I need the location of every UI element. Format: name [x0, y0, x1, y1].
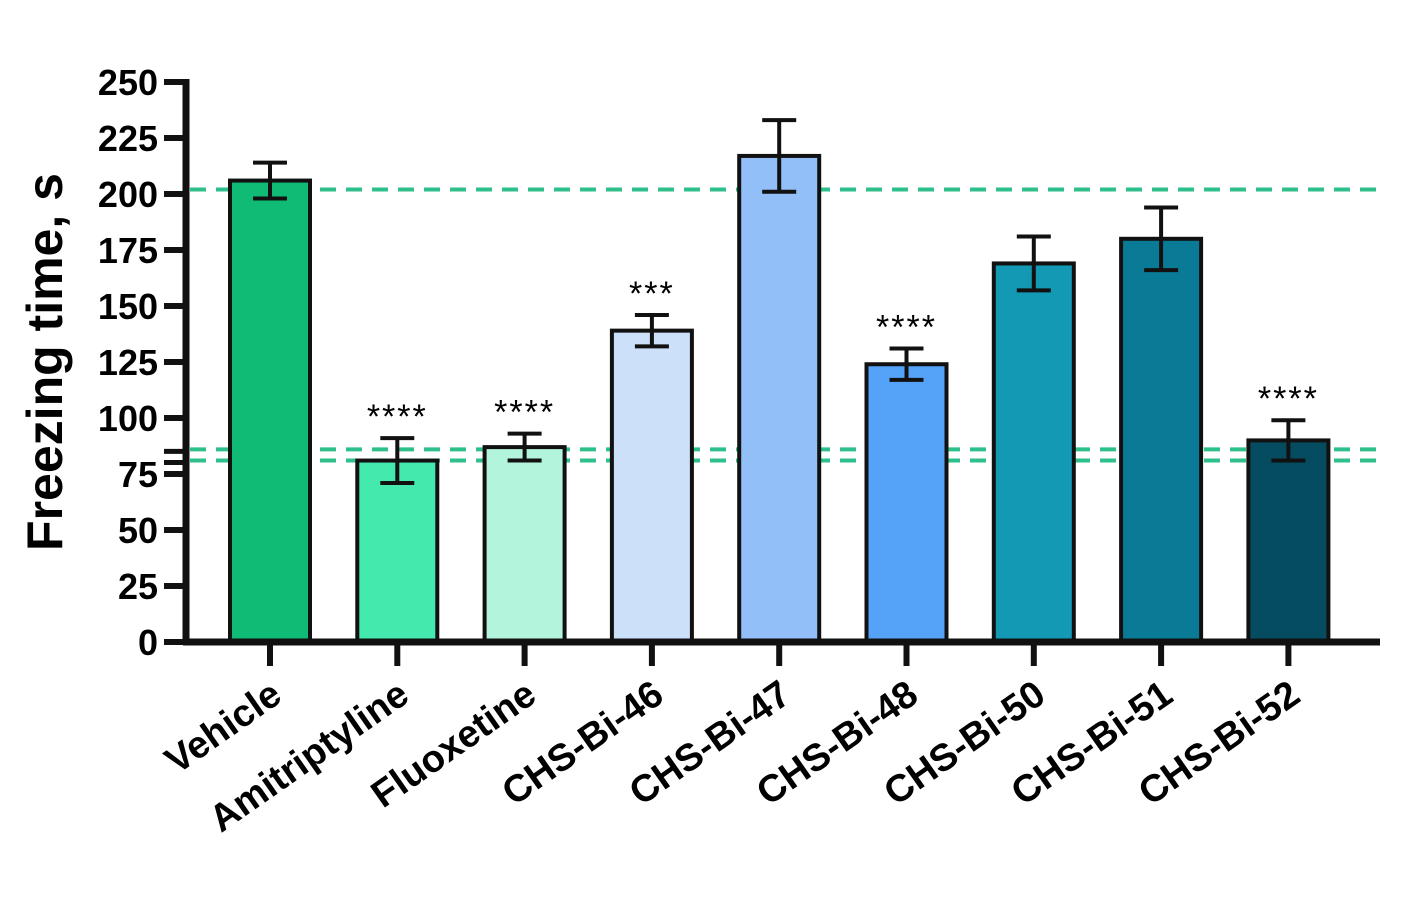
y-axis-title: Freezing time, s	[17, 173, 73, 551]
y-tick-label: 250	[98, 62, 158, 103]
y-tick-label: 25	[118, 566, 158, 607]
bar-chs-bi-47	[737, 153, 822, 644]
y-tick-label: 225	[98, 118, 158, 159]
bar-chs-bi-52	[1246, 438, 1331, 644]
bar-vehicle	[228, 178, 312, 644]
significance-label: ****	[367, 398, 428, 436]
y-tick-label: 75	[118, 454, 158, 495]
significance-label: ****	[1258, 380, 1319, 418]
bar-fluoxetine	[482, 445, 567, 644]
bar-chs-bi-48	[864, 362, 949, 644]
y-tick-label: 0	[138, 622, 158, 663]
bar-amitriptyline	[355, 458, 440, 644]
y-tick-label: 50	[118, 510, 158, 551]
bar-chs-bi-51	[1119, 236, 1204, 645]
significance-label: ****	[876, 309, 937, 347]
significance-label: ****	[494, 394, 555, 432]
y-tick-label: 200	[98, 174, 158, 215]
y-tick-label: 125	[98, 342, 158, 383]
bar-chs-bi-50	[991, 261, 1076, 644]
y-tick-label: 100	[98, 398, 158, 439]
y-tick-label: 150	[98, 286, 158, 327]
significance-label: ***	[629, 275, 675, 313]
y-tick-label: 175	[98, 230, 158, 271]
bar-chs-bi-46	[609, 328, 694, 644]
